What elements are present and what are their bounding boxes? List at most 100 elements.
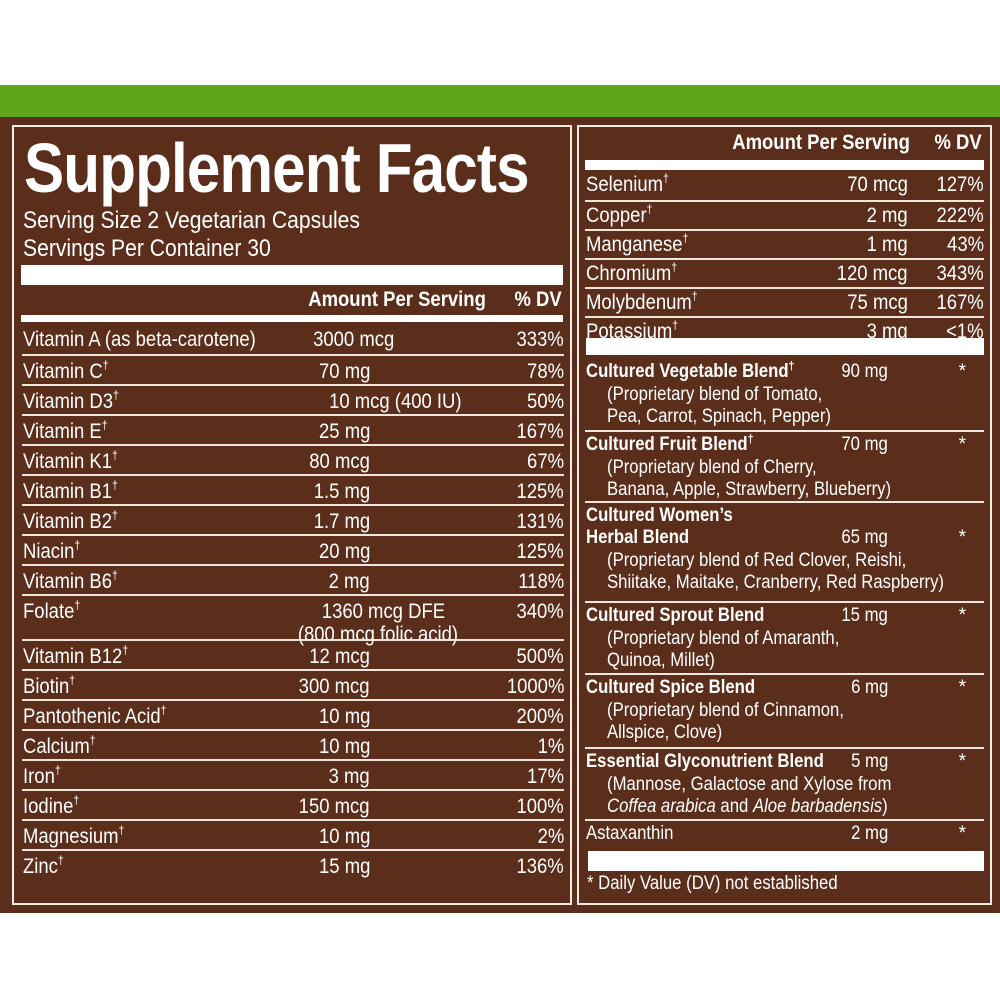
table-row: Copper† 2 mg 222% <box>585 200 984 229</box>
amount: 1 mg <box>866 233 908 256</box>
daily-value: 127% <box>936 173 984 196</box>
nutrient-name: Vitamin B6† <box>23 568 118 593</box>
nutrient-name: Calcium† <box>23 733 96 758</box>
table-row: Manganese† 1 mg 43% <box>585 229 984 258</box>
daily-value: 222% <box>936 204 984 227</box>
table-row: Vitamin D3† 10 mcg (400 IU) 50% <box>22 384 564 416</box>
nutrient-name: Pantothenic Acid† <box>23 703 167 728</box>
amount: 10 mg <box>318 705 370 728</box>
amount: 3 mg <box>866 320 908 343</box>
nutrient-name: Folate† <box>23 598 81 623</box>
supplement-facts-left-panel: Supplement Facts Serving Size 2 Vegetari… <box>12 125 572 905</box>
dagger-mark: † <box>73 793 80 807</box>
blend-row: Astaxanthin 2 mg * <box>585 819 984 851</box>
amount: 10 mg <box>318 735 370 758</box>
table-row: Vitamin K1† 80 mcg 67% <box>22 444 564 476</box>
table-row: Iron† 3 mg 17% <box>22 759 564 791</box>
dagger-mark: † <box>89 733 96 747</box>
green-banner <box>0 85 1000 117</box>
daily-value: 1000% <box>506 675 564 698</box>
dagger-mark: † <box>112 568 118 582</box>
dagger-mark: † <box>122 643 129 657</box>
supplement-facts-right-panel: Amount Per Serving % DV Selenium† 70 mcg 1… <box>577 125 992 905</box>
dagger-mark: † <box>74 598 81 612</box>
dagger-mark: † <box>69 673 76 687</box>
nutrient-name: Biotin† <box>23 673 76 698</box>
nutrient-name: Vitamin A (as beta-carotene) <box>23 328 256 351</box>
amount: 90 mg <box>841 361 888 382</box>
dagger-mark: † <box>112 478 118 492</box>
dagger-mark: † <box>54 763 61 777</box>
daily-value: 125% <box>516 540 564 563</box>
table-row: Biotin† 300 mcg 1000% <box>22 669 564 701</box>
daily-value: 100% <box>516 795 564 818</box>
blend-name: Cultured Sprout Blend <box>586 605 765 626</box>
daily-value: 78% <box>527 360 564 383</box>
dagger-mark: † <box>671 260 678 274</box>
blend-description: (Proprietary blend of Cherry, <box>607 457 817 478</box>
dagger-mark: † <box>788 359 795 373</box>
blend-row: Cultured Vegetable Blend† 90 mg * (Propriet… <box>585 359 984 429</box>
table-row: Zinc† 15 mg 136% <box>22 849 564 881</box>
amount: 3000 mcg <box>312 328 394 351</box>
daily-value: 17% <box>527 765 564 788</box>
table-row: Vitamin B2† 1.7 mg 131% <box>22 504 564 536</box>
nutrient-name: Vitamin B12† <box>23 643 129 668</box>
daily-value: 131% <box>516 510 564 533</box>
nutrient-name: Astaxanthin <box>586 823 674 844</box>
dagger-mark: † <box>102 358 109 372</box>
daily-value: 118% <box>518 570 564 593</box>
blend-description: Quinoa, Millet) <box>607 650 715 671</box>
serving-size: Serving Size 2 Vegetarian Capsules <box>23 207 360 234</box>
table-row: Molybdenum† 75 mcg 167% <box>585 287 984 316</box>
blend-row: Cultured Sprout Blend 15 mg * (Proprietary … <box>585 601 984 673</box>
nutrient-name: Chromium† <box>586 260 678 285</box>
table-row: Vitamin B6† 2 mg 118% <box>22 564 564 596</box>
daily-value: * <box>958 605 966 626</box>
table-row: Vitamin B12† 12 mcg 500% <box>22 639 564 671</box>
amount: 1.7 mg <box>313 510 370 533</box>
amount: 25 mg <box>318 420 370 443</box>
daily-value: * <box>958 434 966 455</box>
dagger-mark: † <box>691 289 698 303</box>
daily-value: 50% <box>527 390 564 413</box>
blend-description: Banana, Apple, Strawberry, Blueberry) <box>607 479 892 500</box>
blend-description: (Proprietary blend of Amaranth, <box>607 628 840 649</box>
nutrient-name: Iron† <box>23 763 61 788</box>
daily-value: * <box>958 823 966 844</box>
blend-description: (Proprietary blend of Cinnamon, <box>607 700 844 721</box>
dagger-mark: † <box>113 388 119 402</box>
dagger-mark: † <box>118 823 125 837</box>
table-row: Pantothenic Acid† 10 mg 200% <box>22 699 564 731</box>
blend-name: Cultured Fruit Blend† <box>586 432 754 455</box>
amount: 10 mg <box>318 825 370 848</box>
daily-value: 200% <box>516 705 564 728</box>
nutrient-name: Vitamin B1† <box>23 478 118 503</box>
dagger-mark: † <box>646 202 653 216</box>
blend-description: (Proprietary blend of Tomato, <box>607 384 823 405</box>
daily-value: 500% <box>516 645 564 668</box>
nutrient-name: Vitamin E† <box>23 418 108 443</box>
header-amount: Amount Per Serving <box>732 131 910 154</box>
daily-value: 1% <box>537 735 564 758</box>
footnote: * Daily Value (DV) not established <box>587 873 838 894</box>
amount: 75 mcg <box>847 291 908 314</box>
nutrient-name: Molybdenum† <box>586 289 698 314</box>
amount: 1.5 mg <box>313 480 370 503</box>
daily-value: * <box>958 677 966 698</box>
daily-value: 43% <box>947 233 984 256</box>
amount: 20 mg <box>318 540 370 563</box>
amount: 2 mg <box>866 204 908 227</box>
amount: 2 mg <box>328 570 370 593</box>
daily-value: <1% <box>946 320 984 343</box>
daily-value: 167% <box>516 420 564 443</box>
dagger-mark: † <box>747 432 754 446</box>
amount: 15 mg <box>841 605 888 626</box>
table-row: Niacin† 20 mg 125% <box>22 534 564 566</box>
header-amount: Amount Per Serving <box>308 288 486 311</box>
blend-name: Cultured Vegetable Blend† <box>586 359 795 382</box>
amount: 150 mcg <box>299 795 370 818</box>
nutrient-name: Selenium† <box>586 171 669 196</box>
blend-description: Shiitake, Maitake, Cranberry, Red Raspbe… <box>607 572 945 593</box>
daily-value: * <box>958 527 966 548</box>
